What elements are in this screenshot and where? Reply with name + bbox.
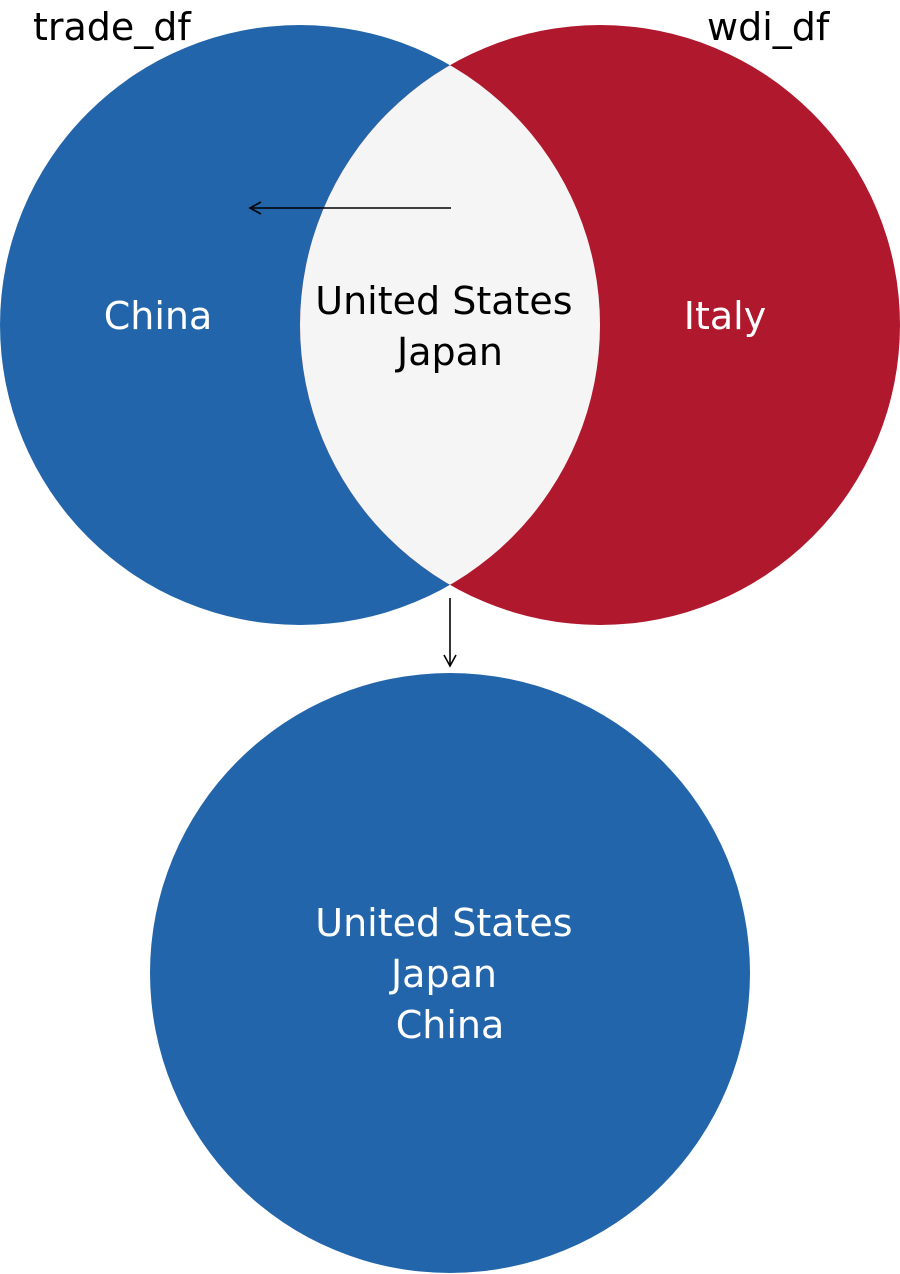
intersection-line-2: Japan <box>395 330 503 374</box>
intersection-line-1: United States <box>315 279 572 323</box>
trade-df-label: trade_df <box>33 5 192 49</box>
result-circle <box>150 673 750 1273</box>
left-only-label: China <box>104 294 213 338</box>
result-label: United States Japan China <box>315 901 584 1047</box>
result-line-1: United States <box>315 901 572 945</box>
intersection-region <box>300 25 600 625</box>
right-only-label: Italy <box>684 294 766 338</box>
wdi-df-label: wdi_df <box>707 5 831 49</box>
intersection-label: United States Japan <box>315 279 584 374</box>
result-line-2: Japan <box>389 952 497 996</box>
result-line-3: China <box>396 1003 505 1047</box>
